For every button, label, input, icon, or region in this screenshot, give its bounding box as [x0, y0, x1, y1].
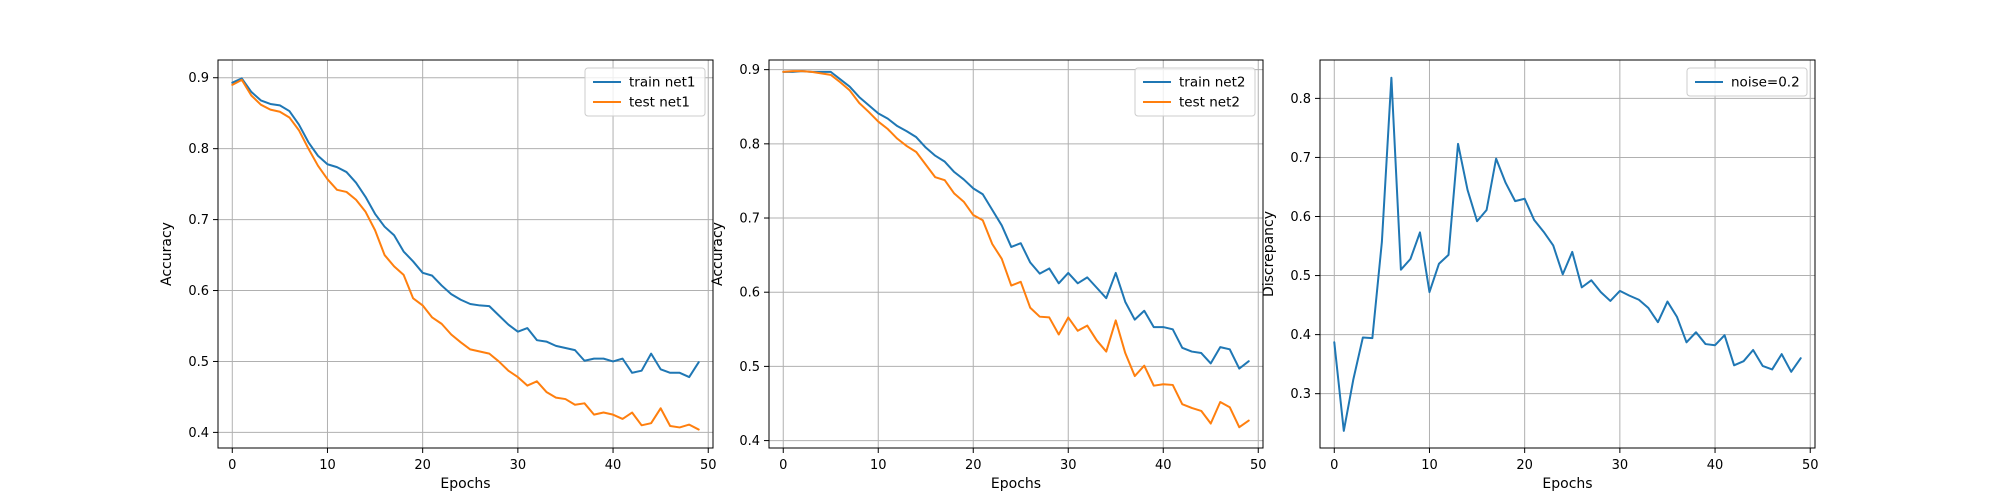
x-axis-label: Epochs [991, 476, 1041, 492]
y-tick-label: 0.7 [1290, 151, 1311, 166]
legend-entry: test net1 [629, 95, 690, 111]
axes-frame [217, 59, 714, 449]
x-tick-label: 30 [510, 458, 527, 473]
y-tick-label: 0.8 [188, 142, 209, 157]
x-tick-label: 40 [605, 458, 622, 473]
axes-frame [1319, 59, 1816, 449]
chart-panel-2: 0 10 20 30 40 50 0.4 0.5 0.6 0.7 0.8 0.9 Epochs Accur… [710, 59, 1267, 492]
y-tick-label: 0.4 [739, 434, 760, 449]
legend-box [1686, 67, 1808, 97]
x-tick-label: 30 [1612, 458, 1629, 473]
x-tick-label: 50 [1802, 458, 1819, 473]
y-axis-label: Discrepancy [1261, 211, 1277, 297]
legend-box [1134, 67, 1256, 117]
series-line-test-net1 [231, 78, 700, 431]
series-line-noise-0-2 [1333, 76, 1802, 432]
y-tick-label: 0.8 [739, 137, 760, 152]
x-tick-label: 50 [1250, 458, 1267, 473]
legend: noise=0.2 [1686, 67, 1808, 97]
y-tick-label: 0.7 [188, 213, 209, 228]
x-tick-label: 50 [700, 458, 717, 473]
legend-box [584, 67, 706, 117]
x-tick-label: 30 [1060, 458, 1077, 473]
legend-entry: noise=0.2 [1731, 75, 1800, 91]
legend: train net1 test net1 [584, 67, 706, 117]
legend-entry: test net2 [1179, 95, 1240, 111]
axes-frame [768, 59, 1264, 449]
series-line-test-net2 [782, 70, 1250, 429]
legend-entry: train net1 [629, 75, 695, 91]
legend: train net2 test net2 [1134, 67, 1256, 117]
y-tick-label: 0.8 [1290, 92, 1311, 107]
y-tick-label: 0.6 [188, 284, 209, 299]
y-tick-label: 0.6 [1290, 210, 1311, 225]
y-axis-label: Accuracy [159, 222, 175, 286]
chart-panel-1: 0 10 20 30 40 50 0.4 0.5 0.6 0.7 0.8 0.9 Epochs Accur… [159, 59, 717, 492]
y-tick-label: 0.7 [739, 212, 760, 227]
y-axis-label: Accuracy [710, 222, 726, 286]
x-tick-label: 20 [414, 458, 431, 473]
chart-panel-3: 0 10 20 30 40 50 0.3 0.4 0.5 0.6 0.7 0.8 Epochs Discr… [1261, 59, 1819, 492]
series-line-train-net1 [231, 77, 700, 379]
x-axis-label: Epochs [1542, 476, 1592, 492]
y-tick-label: 0.5 [1290, 269, 1311, 284]
x-tick-label: 40 [1155, 458, 1172, 473]
x-axis-label: Epochs [440, 476, 490, 492]
y-tick-label: 0.4 [1290, 328, 1311, 343]
y-tick-label: 0.3 [1290, 387, 1311, 402]
y-tick-label: 0.5 [739, 360, 760, 375]
legend-entry: train net2 [1179, 75, 1245, 91]
y-tick-label: 0.9 [739, 63, 760, 78]
y-tick-label: 0.5 [188, 355, 209, 370]
x-tick-label: 40 [1707, 458, 1724, 473]
y-tick-label: 0.6 [739, 286, 760, 301]
x-tick-label: 10 [1421, 458, 1438, 473]
x-tick-label: 20 [1516, 458, 1533, 473]
series-line-train-net2 [782, 70, 1250, 370]
x-tick-label: 10 [870, 458, 887, 473]
y-tick-label: 0.4 [188, 426, 209, 441]
x-tick-label: 10 [319, 458, 336, 473]
x-tick-label: 0 [228, 458, 236, 473]
x-tick-label: 0 [779, 458, 787, 473]
x-tick-label: 20 [965, 458, 982, 473]
x-tick-label: 0 [1330, 458, 1338, 473]
y-tick-label: 0.9 [188, 71, 209, 86]
